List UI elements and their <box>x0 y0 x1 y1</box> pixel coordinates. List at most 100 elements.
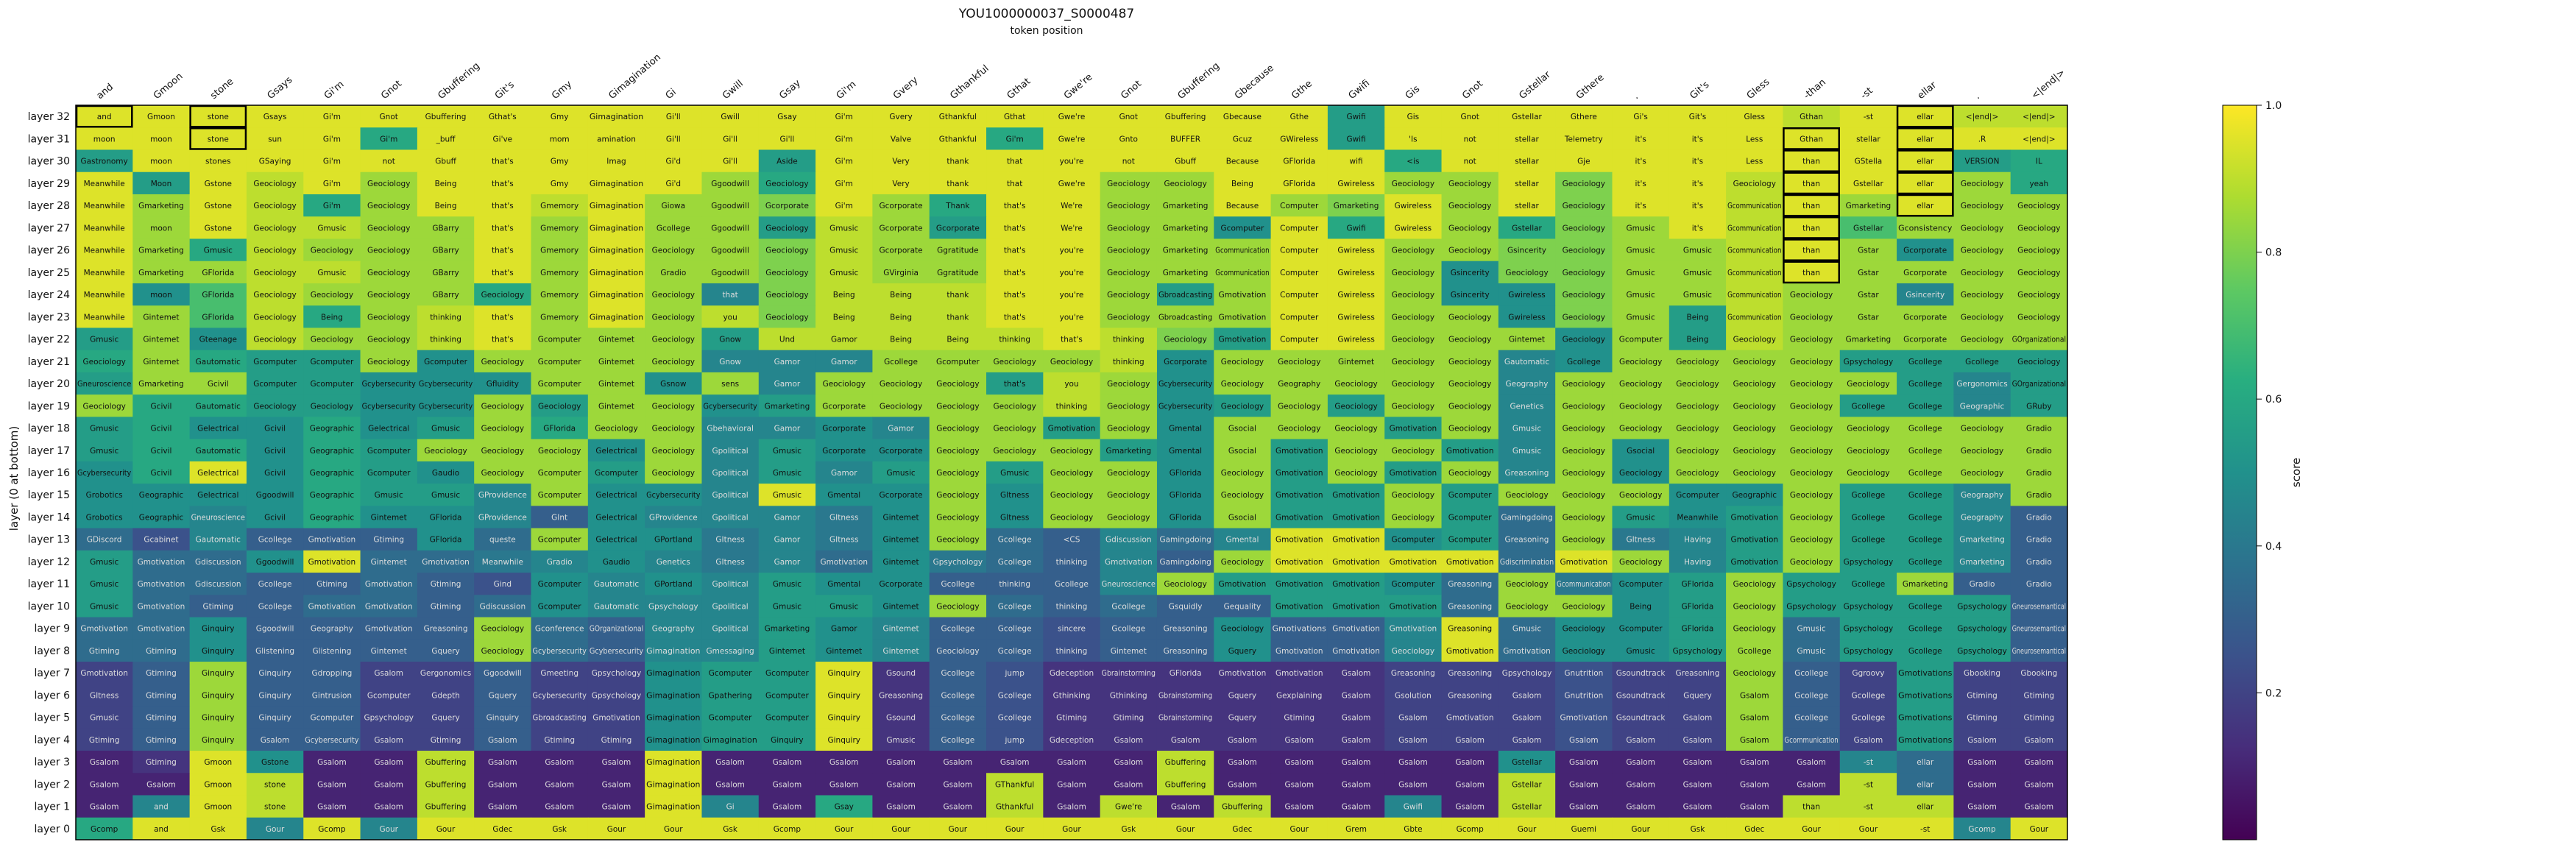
cell-token: Gquery <box>1228 714 1256 723</box>
cell-token: Imag <box>606 157 626 166</box>
column-label: Gvery <box>891 74 921 102</box>
cell-token: not <box>1464 135 1476 144</box>
heatmap-cell <box>929 372 987 395</box>
heatmap-cell <box>1214 773 1272 796</box>
heatmap-cell <box>1669 417 1727 440</box>
cell-token: Gaudio <box>432 469 459 478</box>
cell-token: Gautomatic <box>196 536 241 545</box>
heatmap-cell <box>474 171 532 195</box>
cell-token: Gcomputer <box>367 691 411 700</box>
heatmap-cell <box>132 238 191 262</box>
cell-token: Gcollege <box>941 736 974 745</box>
heatmap-cell <box>1214 261 1272 284</box>
cell-token: Geociology <box>481 358 524 367</box>
heatmap-cell <box>189 728 247 751</box>
cell-token: Geociology <box>1847 469 1889 478</box>
cell-token: Gtiming <box>1967 691 1998 700</box>
cell-token: Gi'm <box>835 202 853 210</box>
heatmap-cell <box>417 639 475 662</box>
cell-token: Geociology <box>1790 380 1833 389</box>
heatmap-cell <box>246 417 304 440</box>
cell-token: Gintemet <box>883 513 919 522</box>
cell-token: -st <box>1864 113 1873 121</box>
cell-token: Geociology <box>1392 180 1434 188</box>
heatmap-cell <box>1839 706 1897 729</box>
cell-token: Gsalom <box>1569 803 1599 812</box>
cell-token: Gmusic <box>90 714 118 723</box>
cell-token: Gmotivation <box>1446 647 1494 656</box>
cell-token: Geociology <box>1107 269 1150 277</box>
heatmap-cell <box>872 662 930 684</box>
heatmap-cell <box>1897 461 1954 484</box>
heatmap-cell <box>1156 817 1214 840</box>
row-label: layer 18 <box>28 423 70 435</box>
cell-token: Gbuffering <box>425 780 467 789</box>
heatmap-cell <box>531 595 589 618</box>
cell-token: Geociology <box>880 380 922 389</box>
heatmap-cell <box>645 617 702 640</box>
heatmap-cell <box>132 728 191 751</box>
heatmap-cell <box>1156 149 1214 173</box>
heatmap-cell <box>1612 773 1670 796</box>
cell-token: Gintemet <box>143 358 179 367</box>
heatmap-cell <box>2010 305 2068 328</box>
heatmap-cell <box>815 484 873 506</box>
cell-token: Gi'm <box>835 157 853 166</box>
cell-token: that's <box>1061 336 1083 344</box>
heatmap-cell <box>303 216 361 239</box>
heatmap-cell <box>986 728 1044 751</box>
cell-token: Gsalom <box>1569 780 1599 789</box>
cell-token: Geociology <box>1221 402 1264 411</box>
cell-token: Gradio <box>547 558 573 567</box>
heatmap-cell <box>1498 461 1556 484</box>
heatmap-cell <box>929 617 987 640</box>
heatmap-cell <box>587 372 645 395</box>
heatmap-cell <box>1100 728 1158 751</box>
heatmap-cell <box>303 751 361 774</box>
cell-token: Gcybersecurity <box>590 647 643 656</box>
heatmap-cell <box>417 461 475 484</box>
cell-token: jump <box>1004 736 1025 745</box>
heatmap-cell <box>1327 773 1385 796</box>
cell-token: Gpsychology <box>592 691 642 700</box>
cell-token: Geociology <box>253 224 296 233</box>
heatmap-cell <box>986 817 1044 840</box>
cell-token: Geociology <box>652 313 695 322</box>
cell-token: Gsocial <box>1627 447 1655 456</box>
cell-token: Geociology <box>481 425 524 433</box>
column-label: Gwill <box>721 78 746 102</box>
heatmap-cell <box>929 573 987 595</box>
heatmap-cell <box>76 528 133 551</box>
heatmap-cell <box>1498 617 1556 640</box>
heatmap-cell <box>1270 795 1328 818</box>
cell-token: GItness <box>1000 491 1029 500</box>
heatmap-cell <box>417 550 475 573</box>
cell-token: Gmotivation <box>308 536 356 545</box>
heatmap-cell <box>1612 684 1670 707</box>
heatmap-cell <box>1270 305 1328 328</box>
cell-token: Gmarketing <box>138 269 184 277</box>
heatmap-cell <box>1726 261 1783 284</box>
heatmap-cell <box>872 528 930 551</box>
heatmap-cell <box>189 550 247 573</box>
cell-token: Gmemory <box>540 269 578 277</box>
cell-token: Gcorporate <box>822 425 866 433</box>
heatmap-cell <box>1214 238 1272 262</box>
heatmap-cell <box>417 573 475 595</box>
heatmap-cell <box>1953 283 2011 306</box>
heatmap-cell <box>929 439 987 462</box>
cell-token: Ggoodwill <box>711 247 749 255</box>
heatmap-cell <box>1043 238 1101 262</box>
heatmap-cell <box>1669 328 1727 351</box>
heatmap-cell <box>645 417 702 440</box>
cell-token: sens <box>721 380 739 389</box>
cell-token: Gcybersecurity <box>533 647 587 656</box>
heatmap-cell <box>701 127 760 150</box>
heatmap-cell <box>1953 528 2011 551</box>
cell-token: and <box>154 803 169 812</box>
cell-token: Geociology <box>1050 469 1093 478</box>
cell-token: Computer <box>1280 336 1319 344</box>
heatmap-cell <box>1384 394 1443 417</box>
heatmap-cell <box>2010 127 2068 150</box>
cell-token: Gsk <box>723 825 738 834</box>
